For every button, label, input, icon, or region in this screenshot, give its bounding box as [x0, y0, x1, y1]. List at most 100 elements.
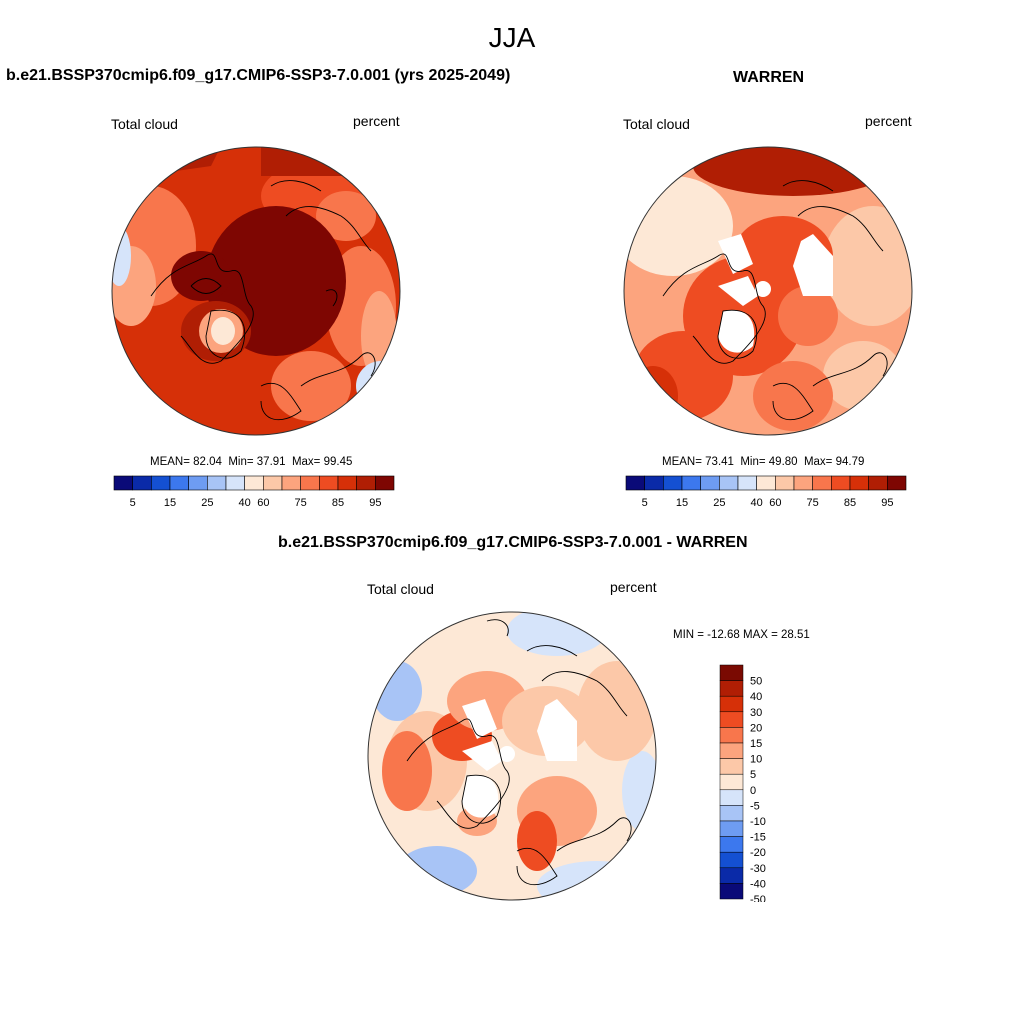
- panel-2-coastlines: [662, 180, 888, 421]
- panel-1-mean: 82.04: [193, 456, 222, 468]
- colorbar-swatch: [188, 475, 208, 491]
- colorbar-tick-label: 15: [164, 497, 176, 509]
- colorbar-swatch: [263, 475, 283, 491]
- panel-1-min-label: Min=: [228, 456, 254, 468]
- panel-3-coastlines: [406, 619, 632, 886]
- colorbar-swatch: [225, 475, 245, 491]
- colorbar-swatch: [831, 475, 851, 491]
- colorbar-tick-label: 30: [750, 707, 762, 719]
- colorbar-tick-label: 95: [881, 497, 893, 509]
- colorbar-swatch: [719, 789, 744, 806]
- panel-3-variable: Total cloud: [367, 581, 434, 597]
- colorbar-swatch: [700, 475, 720, 491]
- colorbar-swatch: [681, 475, 701, 491]
- colorbar-swatch: [719, 820, 744, 837]
- panel-1-coastlines: [150, 180, 376, 421]
- colorbar-tick-label: -50: [750, 894, 766, 902]
- colorbar-swatch: [113, 475, 133, 491]
- panel-2-min: 49.80: [768, 456, 798, 468]
- panel-3-units: percent: [610, 579, 657, 595]
- colorbar-tick-label: 15: [676, 497, 688, 509]
- colorbar-swatch: [337, 475, 357, 491]
- colorbar-tick-label: 5: [130, 497, 136, 509]
- colorbar-tick-label: -15: [750, 832, 766, 844]
- colorbar-tick-label: 0: [750, 785, 756, 797]
- colorbar-tick-label: -5: [750, 800, 760, 812]
- colorbar-tick-label: 5: [642, 497, 648, 509]
- colorbar-swatch: [719, 883, 744, 900]
- colorbar-swatch: [719, 695, 744, 713]
- colorbar-tick-label: 40: [751, 497, 763, 509]
- panel-2-stats: MEAN= 73.41 Min= 49.80 Max= 94.79: [662, 456, 864, 468]
- colorbar-tick-label: 40: [750, 691, 762, 703]
- colorbar-tick-label: 85: [844, 497, 856, 509]
- panel-2-max-label: Max=: [803, 456, 833, 468]
- panel-3-range: MIN = -12.68 MAX = 28.51: [673, 629, 810, 641]
- colorbar-tick-label: -10: [750, 816, 766, 828]
- colorbar-swatch: [719, 773, 744, 791]
- colorbar-swatch: [719, 851, 744, 869]
- colorbar-swatch: [719, 867, 744, 884]
- colorbar-tick-label: -30: [750, 863, 766, 875]
- colorbar-tick-label: 60: [257, 497, 269, 509]
- colorbar-swatch: [737, 475, 757, 491]
- panel-2-mean-label: MEAN=: [662, 456, 702, 468]
- colorbar-swatch: [775, 475, 795, 491]
- figure-title: JJA: [488, 22, 536, 53]
- panel-1-title: b.e21.BSSP370cmip6.f09_g17.CMIP6-SSP3-7.…: [6, 67, 511, 84]
- colorbar-tick-label: 85: [332, 497, 344, 509]
- colorbar-swatch: [793, 475, 813, 491]
- panel-1-stats: MEAN= 82.04 Min= 37.91 Max= 99.45: [150, 456, 352, 468]
- colorbar-swatch: [719, 742, 744, 759]
- colorbar-swatch: [663, 475, 683, 491]
- panel-2-map-border: [623, 146, 913, 436]
- panel-1-mean-label: MEAN=: [150, 456, 190, 468]
- colorbar-swatch: [868, 475, 888, 491]
- colorbar-swatch: [151, 475, 171, 491]
- panel-2-polar-map: [623, 146, 913, 436]
- panel-2-mean: 73.41: [705, 456, 734, 468]
- colorbar-tick-label: 50: [750, 676, 762, 688]
- panel-2-colorbar: 5 15 25 40 60 75 85 95: [625, 475, 907, 509]
- colorbar-tick-label: 95: [369, 497, 381, 509]
- colorbar-tick-label: 60: [769, 497, 781, 509]
- colorbar-swatch: [319, 475, 339, 491]
- colorbar-tick-label: 20: [750, 722, 762, 734]
- colorbar-swatch: [887, 475, 907, 491]
- panel-1-cloud-field: [112, 147, 400, 435]
- colorbar-swatch: [719, 475, 739, 491]
- panel-3-title: b.e21.BSSP370cmip6.f09_g17.CMIP6-SSP3-7.…: [278, 534, 748, 551]
- colorbar-tick-label: 40: [239, 497, 251, 509]
- colorbar-swatch: [719, 727, 744, 744]
- panel-1-min: 37.91: [256, 456, 286, 468]
- colorbar-swatch: [244, 475, 264, 491]
- panel-1-units: percent: [353, 113, 400, 129]
- panel-1-polar-map: [111, 146, 401, 436]
- panel-1-max: 99.45: [323, 456, 353, 468]
- colorbar-swatch: [132, 475, 152, 491]
- panel-2-title: WARREN: [733, 69, 805, 86]
- colorbar-swatch: [719, 758, 744, 775]
- panel-3-map-border: [367, 611, 657, 901]
- colorbar-swatch: [625, 475, 645, 491]
- colorbar-swatch: [207, 475, 227, 491]
- colorbar-tick-label: 75: [807, 497, 819, 509]
- colorbar-swatch: [300, 475, 320, 491]
- colorbar-swatch: [719, 680, 744, 697]
- colorbar-swatch: [719, 836, 744, 853]
- panel-1-max-label: Max=: [291, 456, 321, 468]
- panel-3-polar-map: [367, 611, 657, 901]
- colorbar-swatch: [719, 805, 744, 822]
- colorbar-swatch: [356, 475, 376, 491]
- panel-2-max: 94.79: [835, 456, 865, 468]
- colorbar-swatch: [719, 664, 744, 681]
- panel-2-min-label: Min=: [740, 456, 766, 468]
- panel-1-colorbar: 5 15 25 40 60 75 85 95: [113, 475, 395, 509]
- colorbar-swatch: [281, 475, 301, 491]
- colorbar-swatch: [169, 475, 189, 491]
- colorbar-swatch: [375, 475, 395, 491]
- colorbar-tick-label: 25: [201, 497, 213, 509]
- colorbar-tick-label: 15: [750, 738, 762, 750]
- colorbar-swatch: [849, 475, 869, 491]
